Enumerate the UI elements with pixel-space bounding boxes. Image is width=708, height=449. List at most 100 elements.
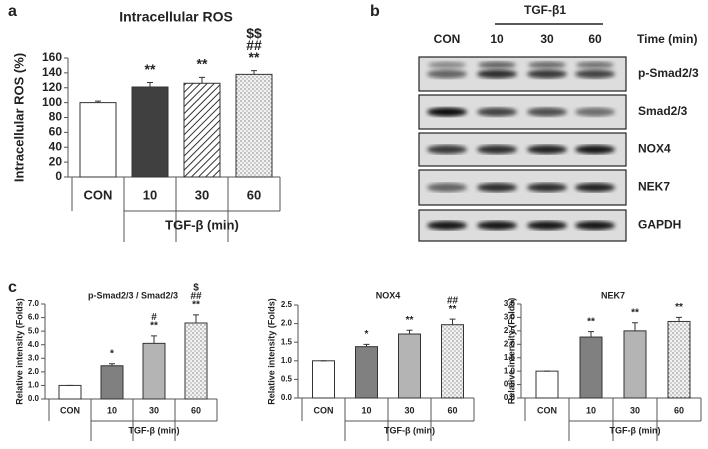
significance-label: ** (197, 56, 208, 72)
blot-band (477, 183, 517, 192)
blot-band (575, 145, 615, 154)
x-tick-label: CON (314, 405, 334, 415)
significance-label: ## (447, 295, 459, 306)
y-tick-label: 1.5 (504, 353, 516, 362)
y-axis-label: Relative intensity (Folds) (14, 298, 24, 405)
error-bar (251, 70, 257, 75)
error-bar (199, 76, 205, 84)
bar (623, 330, 647, 399)
bar (312, 360, 335, 399)
y-tick-label: 3.0 (28, 353, 40, 362)
x-tick-label: 10 (107, 405, 117, 415)
x-tick-label: 60 (447, 405, 457, 415)
significance-label: $ (193, 283, 199, 294)
y-tick-label: 60 (49, 125, 63, 139)
significance-label: $$ (246, 25, 262, 41)
y-tick-label: 0.0 (281, 393, 293, 402)
x-tick-label: 10 (361, 405, 371, 415)
blot-band (528, 61, 566, 69)
y-tick-label: 1.0 (504, 366, 516, 375)
blot-band (527, 69, 567, 79)
x-tick-label: 60 (191, 405, 201, 415)
significance-label: ** (145, 61, 156, 77)
x-tick-label: 30 (404, 405, 414, 415)
blot-band (575, 183, 615, 192)
bar (398, 333, 421, 399)
significance-label: ** (631, 307, 639, 318)
blot-band (427, 221, 467, 230)
blot-band (575, 69, 615, 79)
x-axis-label: TGF-β (min) (165, 217, 239, 232)
blot-band (477, 69, 517, 79)
y-tick-label: 80 (49, 110, 63, 124)
significance-label: ** (192, 300, 200, 311)
x-tick-label: CON (60, 405, 80, 415)
blot-band (478, 61, 516, 69)
y-tick-label: 1.0 (28, 381, 40, 390)
y-tick-label: 7.0 (28, 299, 40, 308)
x-axis-label: TGF-β (min) (129, 425, 180, 435)
blot-band (427, 107, 467, 117)
bar (235, 73, 273, 178)
x-tick-label: 60 (674, 405, 684, 415)
y-tick-label: 6.0 (28, 313, 40, 322)
error-bar (406, 329, 413, 335)
bar (183, 82, 221, 178)
lane-label: CON (434, 32, 461, 46)
y-tick-label: 40 (49, 139, 63, 153)
y-tick-label: 160 (42, 50, 62, 64)
error-bar (193, 314, 199, 323)
error-bar (588, 331, 594, 338)
error-bar (95, 100, 101, 103)
bar (667, 320, 691, 399)
y-tick-label: 2.5 (504, 326, 516, 335)
y-tick-label: 2.0 (281, 319, 293, 328)
y-axis-label: Intracellular ROS (%) (11, 53, 26, 182)
chart-title: p-Smad2/3 / Smad2/3 (88, 290, 178, 300)
bar (184, 322, 208, 400)
bar (100, 365, 124, 400)
significance-label: ** (406, 315, 414, 326)
x-tick-label: 60 (247, 187, 261, 202)
protein-label: p-Smad2/3 (638, 66, 699, 80)
blot-band (428, 61, 466, 69)
blot-band (576, 61, 614, 69)
y-tick-label: 2.5 (281, 300, 293, 309)
western-blot: TGF-β1 CON 10 30 60 Time (min) p-Smad2/3 Smad2/… (418, 3, 699, 242)
y-tick-label: 2.0 (504, 339, 516, 348)
error-bar (632, 322, 638, 331)
significance-label: ** (675, 302, 683, 313)
blot-band (575, 221, 615, 230)
blot-band (527, 183, 567, 192)
error-bar (151, 335, 157, 344)
y-tick-label: 1.5 (281, 337, 293, 346)
chart-title: NEK7 (601, 290, 625, 300)
significance-label: # (151, 312, 157, 323)
bar (441, 324, 464, 399)
panel-label: c (8, 279, 17, 296)
panel-label: a (8, 3, 17, 20)
blot-band (575, 107, 615, 117)
y-axis-label: Relative intensity (Folds) (266, 298, 276, 405)
treatment-label: TGF-β1 (524, 3, 566, 17)
protein-label: NOX4 (638, 142, 671, 156)
bar (355, 346, 378, 399)
significance-label: * (365, 329, 369, 340)
significance-label: * (110, 348, 114, 359)
y-tick-label: 0.0 (28, 394, 40, 403)
chart-title: Intracellular ROS (119, 9, 233, 25)
x-tick-label: CON (84, 187, 113, 202)
bar (142, 342, 166, 400)
bar (535, 370, 559, 399)
blot-band (477, 107, 517, 117)
error-bar (109, 363, 115, 366)
significance-label: ## (246, 37, 262, 53)
y-tick-label: 20 (49, 154, 63, 168)
significance-label: ** (150, 321, 158, 332)
lane-label: 30 (540, 32, 554, 46)
blot-band (527, 145, 567, 154)
significance-label: ** (587, 316, 595, 327)
x-tick-label: 10 (143, 187, 157, 202)
y-tick-label: 4.0 (28, 340, 40, 349)
